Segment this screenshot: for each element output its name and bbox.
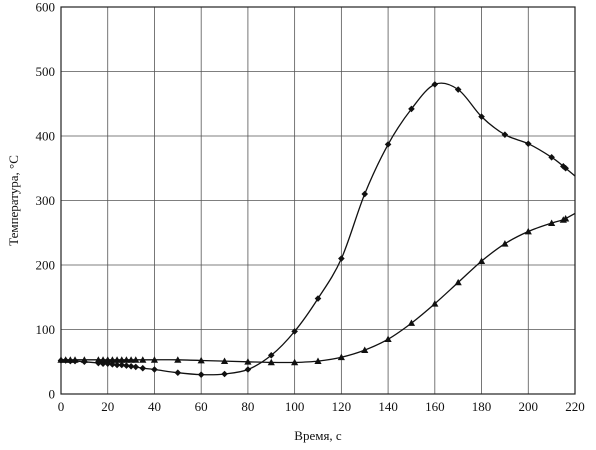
data-point-triangle — [118, 356, 126, 363]
series-2-line — [60, 212, 576, 364]
y-tick-label: 500 — [36, 64, 56, 79]
data-point-triangle — [127, 356, 135, 363]
data-point-diamond — [361, 190, 369, 198]
data-point-triangle — [431, 300, 439, 307]
data-point-triangle — [99, 356, 107, 363]
y-tick-label: 600 — [36, 0, 56, 15]
data-point-triangle — [113, 356, 121, 363]
x-tick-label: 20 — [101, 399, 114, 414]
x-tick-label: 140 — [378, 399, 398, 414]
y-tick-label: 300 — [36, 193, 56, 208]
data-point-diamond — [548, 153, 555, 161]
x-tick-label: 60 — [195, 399, 208, 414]
data-point-triangle — [104, 356, 112, 363]
data-point-triangle — [132, 356, 140, 363]
data-point-triangle — [501, 240, 509, 247]
data-point-triangle — [314, 357, 322, 364]
data-point-triangle — [71, 356, 79, 363]
y-axis-label: Температура, °С — [6, 155, 21, 246]
x-tick-label: 160 — [425, 399, 445, 414]
data-point-diamond — [338, 255, 345, 262]
x-axis-label: Время, с — [294, 428, 342, 443]
data-point-diamond — [454, 86, 462, 93]
data-point-triangle — [407, 319, 416, 326]
data-point-triangle — [220, 357, 229, 364]
data-point-triangle — [122, 356, 131, 363]
data-point-diamond — [562, 164, 569, 172]
data-point-triangle — [174, 356, 182, 363]
data-point-diamond — [408, 105, 415, 113]
data-point-triangle — [62, 356, 70, 363]
data-point-diamond — [384, 141, 392, 148]
data-point-diamond — [127, 362, 135, 370]
data-point-diamond — [139, 364, 147, 372]
data-point-triangle — [291, 358, 299, 366]
data-point-triangle — [66, 356, 74, 363]
data-point-diamond — [524, 140, 532, 148]
data-point-triangle — [197, 356, 205, 364]
y-tick-label: 400 — [36, 129, 56, 144]
data-point-triangle — [139, 356, 147, 363]
data-point-triangle — [57, 356, 65, 363]
data-point-diamond — [244, 366, 252, 373]
data-point-diamond — [267, 352, 275, 359]
y-tick-label: 0 — [49, 387, 56, 402]
x-tick-label: 200 — [519, 399, 539, 414]
data-point-diamond — [95, 359, 102, 367]
y-tick-label: 200 — [36, 258, 56, 273]
data-point-triangle — [108, 356, 116, 363]
data-point-diamond — [197, 371, 205, 378]
data-point-diamond — [174, 369, 182, 377]
x-tick-label: 40 — [148, 399, 161, 414]
plot-frame — [60, 6, 576, 395]
data-point-diamond — [314, 295, 322, 302]
series-group — [57, 81, 576, 378]
data-point-diamond — [113, 361, 121, 369]
data-point-diamond — [118, 361, 126, 369]
data-point-triangle — [267, 358, 275, 366]
data-point-triangle — [384, 335, 392, 343]
data-point-triangle — [337, 353, 345, 361]
data-point-triangle — [80, 356, 88, 363]
data-point-triangle — [548, 219, 556, 226]
x-tick-label: 0 — [58, 399, 65, 414]
data-point-diamond — [431, 81, 439, 88]
data-point-triangle — [524, 227, 532, 235]
x-tick-labels: 0 20 40 60 80 100 120 140 160 180 200 220 — [58, 399, 585, 414]
x-tick-label: 100 — [285, 399, 305, 414]
data-point-diamond — [132, 363, 140, 371]
data-point-diamond — [123, 362, 130, 369]
x-tick-label: 80 — [241, 399, 254, 414]
data-point-triangle — [477, 257, 486, 265]
data-point-diamond — [478, 113, 485, 120]
grid — [60, 6, 576, 395]
data-point-triangle — [361, 346, 369, 354]
x-tick-label: 220 — [565, 399, 585, 414]
data-point-diamond — [501, 131, 509, 139]
x-tick-label: 120 — [332, 399, 352, 414]
x-tick-label: 180 — [472, 399, 492, 414]
data-point-triangle — [94, 356, 102, 363]
series-1-line — [60, 82, 576, 376]
y-tick-labels: 0 100 200 300 400 500 600 — [36, 0, 56, 402]
data-point-triangle — [562, 214, 570, 222]
y-tick-label: 100 — [36, 322, 56, 337]
data-point-diamond — [291, 328, 298, 335]
data-point-diamond — [151, 366, 158, 373]
data-point-diamond — [221, 370, 228, 378]
data-point-triangle — [244, 358, 252, 365]
data-point-triangle — [150, 356, 159, 363]
data-point-triangle — [454, 278, 462, 286]
